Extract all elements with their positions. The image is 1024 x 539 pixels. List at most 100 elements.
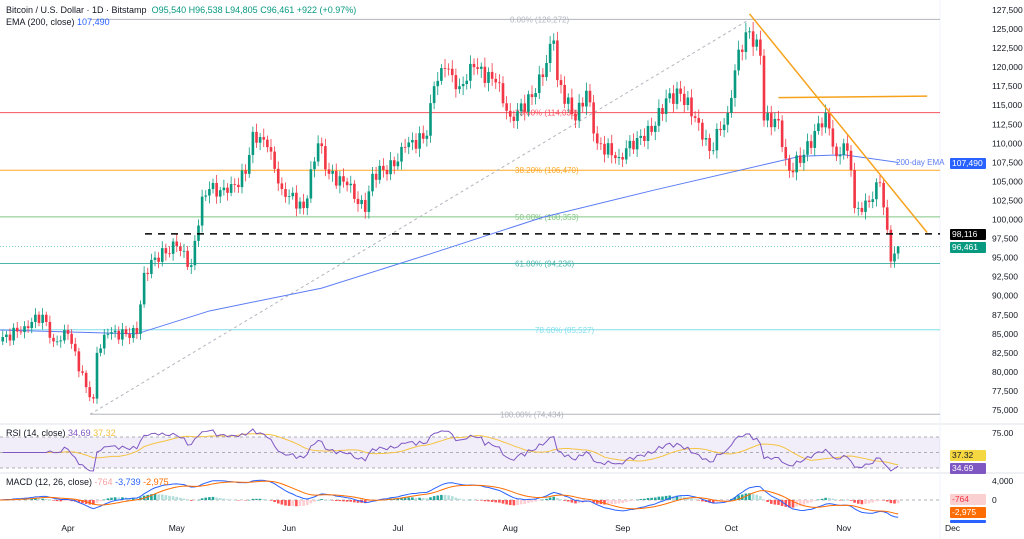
candle-body <box>733 70 737 98</box>
candle-body <box>121 329 124 340</box>
candle-body <box>505 103 508 111</box>
macd-histogram-bar <box>113 497 117 500</box>
candle-body <box>479 66 483 69</box>
candle-body <box>229 184 233 193</box>
candle-body <box>139 304 142 334</box>
candle-body <box>8 334 12 341</box>
macd-histogram-bar <box>440 494 443 500</box>
macd-legend[interactable]: MACD (12, 26, close) -764 -3,739 -2,975 <box>6 477 169 487</box>
symbol-title[interactable]: Bitcoin / U.S. Dollar · 1D · Bitstamp <box>6 5 147 15</box>
candle-body <box>744 32 748 52</box>
candle-body <box>371 173 374 192</box>
macd-histogram-bar <box>251 498 255 500</box>
candle-body <box>556 40 559 81</box>
time-axis-tick: Oct <box>725 523 739 533</box>
candle-body <box>150 259 153 274</box>
candle-body <box>650 125 653 132</box>
candle-body <box>769 113 773 128</box>
macd-histogram-bar <box>273 500 276 502</box>
candle-body <box>715 128 719 151</box>
macd-histogram-bar <box>494 500 498 503</box>
ema-indicator-label[interactable]: EMA (200, close) <box>6 17 75 27</box>
candle-body <box>730 97 733 113</box>
candle-body <box>454 75 458 90</box>
macd-histogram-bar <box>824 497 827 500</box>
candle-body <box>363 199 367 212</box>
macd-histogram-bar <box>889 500 893 504</box>
ema-annotation: 200-day EMA <box>896 158 945 167</box>
macd-histogram-bar <box>621 500 624 504</box>
price-axis-tick: 95,000 <box>992 253 1018 263</box>
candle-body <box>226 187 229 193</box>
macd-histogram-bar <box>693 499 697 500</box>
candle-body <box>440 68 443 81</box>
candle-body <box>831 128 835 147</box>
fib-trend-line <box>89 18 750 415</box>
candle-body <box>846 143 849 151</box>
macd-histogram-bar <box>331 500 334 501</box>
candle-body <box>349 183 353 186</box>
rsi-legend[interactable]: RSI (14, close) 34.69 37.32 <box>6 428 116 438</box>
macd-histogram-bar <box>349 500 353 502</box>
fib-level-label: 61.80% (94,236) <box>515 259 574 268</box>
macd-histogram-bar <box>508 500 512 506</box>
price-axis-tick: 75,000 <box>992 405 1018 415</box>
candle-body <box>701 122 704 140</box>
macd-histogram-bar <box>505 500 508 505</box>
macd-histogram-bar <box>820 498 824 500</box>
macd-histogram-bar <box>208 497 211 500</box>
macd-histogram-bar <box>632 500 635 501</box>
macd-histogram-bar <box>788 500 791 508</box>
time-axis-tick: May <box>169 523 186 533</box>
candle-body <box>287 196 291 198</box>
macd-histogram-bar <box>603 500 606 505</box>
candle-body <box>117 330 121 340</box>
candle-body <box>635 138 639 150</box>
candle-body <box>664 98 668 114</box>
macd-histogram-bar <box>356 500 360 503</box>
macd-histogram-bar <box>353 500 356 503</box>
macd-histogram-bar <box>541 499 545 501</box>
candle-body <box>501 83 505 104</box>
candle-body <box>211 182 215 190</box>
candle-body <box>345 181 349 186</box>
macd-histogram-bar <box>635 499 639 501</box>
candle-body <box>52 337 55 342</box>
macd-histogram-bar <box>791 500 795 508</box>
candle-body <box>200 196 204 226</box>
candle-body <box>726 112 730 125</box>
candle-body <box>320 143 324 147</box>
macd-histogram-bar <box>302 500 305 506</box>
macd-histogram-bar <box>777 500 780 505</box>
macd-histogram-bar <box>744 493 748 500</box>
candle-body <box>146 272 150 274</box>
macd-histogram-bar <box>849 500 853 501</box>
candle-body <box>523 103 527 112</box>
price-axis-tick: 87,500 <box>992 310 1018 320</box>
macd-histogram-bar <box>189 500 193 501</box>
candle-body <box>266 139 269 148</box>
price-axis-tick: 97,500 <box>992 234 1018 244</box>
candle-body <box>324 146 327 170</box>
time-axis-tick: Aug <box>503 523 518 533</box>
candle-body <box>864 200 867 212</box>
candle-body <box>827 112 831 129</box>
macd-histogram-bar <box>247 499 251 501</box>
candle-body <box>382 165 385 170</box>
candle-body <box>762 55 766 121</box>
ema-200-line <box>0 154 899 335</box>
macd-histogram-bar <box>160 494 164 500</box>
candle-body <box>63 330 66 341</box>
candle-body <box>577 102 581 121</box>
candle-body <box>26 326 30 329</box>
price-axis-tick: 80,000 <box>992 367 1018 377</box>
macd-histogram-bar <box>182 498 186 500</box>
macd-histogram-bar <box>476 500 479 501</box>
candle-body <box>41 314 44 323</box>
macd-hist-tag: -764 <box>950 494 986 505</box>
macd-histogram-bar <box>157 494 160 500</box>
candle-body <box>70 333 73 344</box>
candle-body <box>102 334 106 349</box>
macd-histogram-bar <box>324 499 327 500</box>
